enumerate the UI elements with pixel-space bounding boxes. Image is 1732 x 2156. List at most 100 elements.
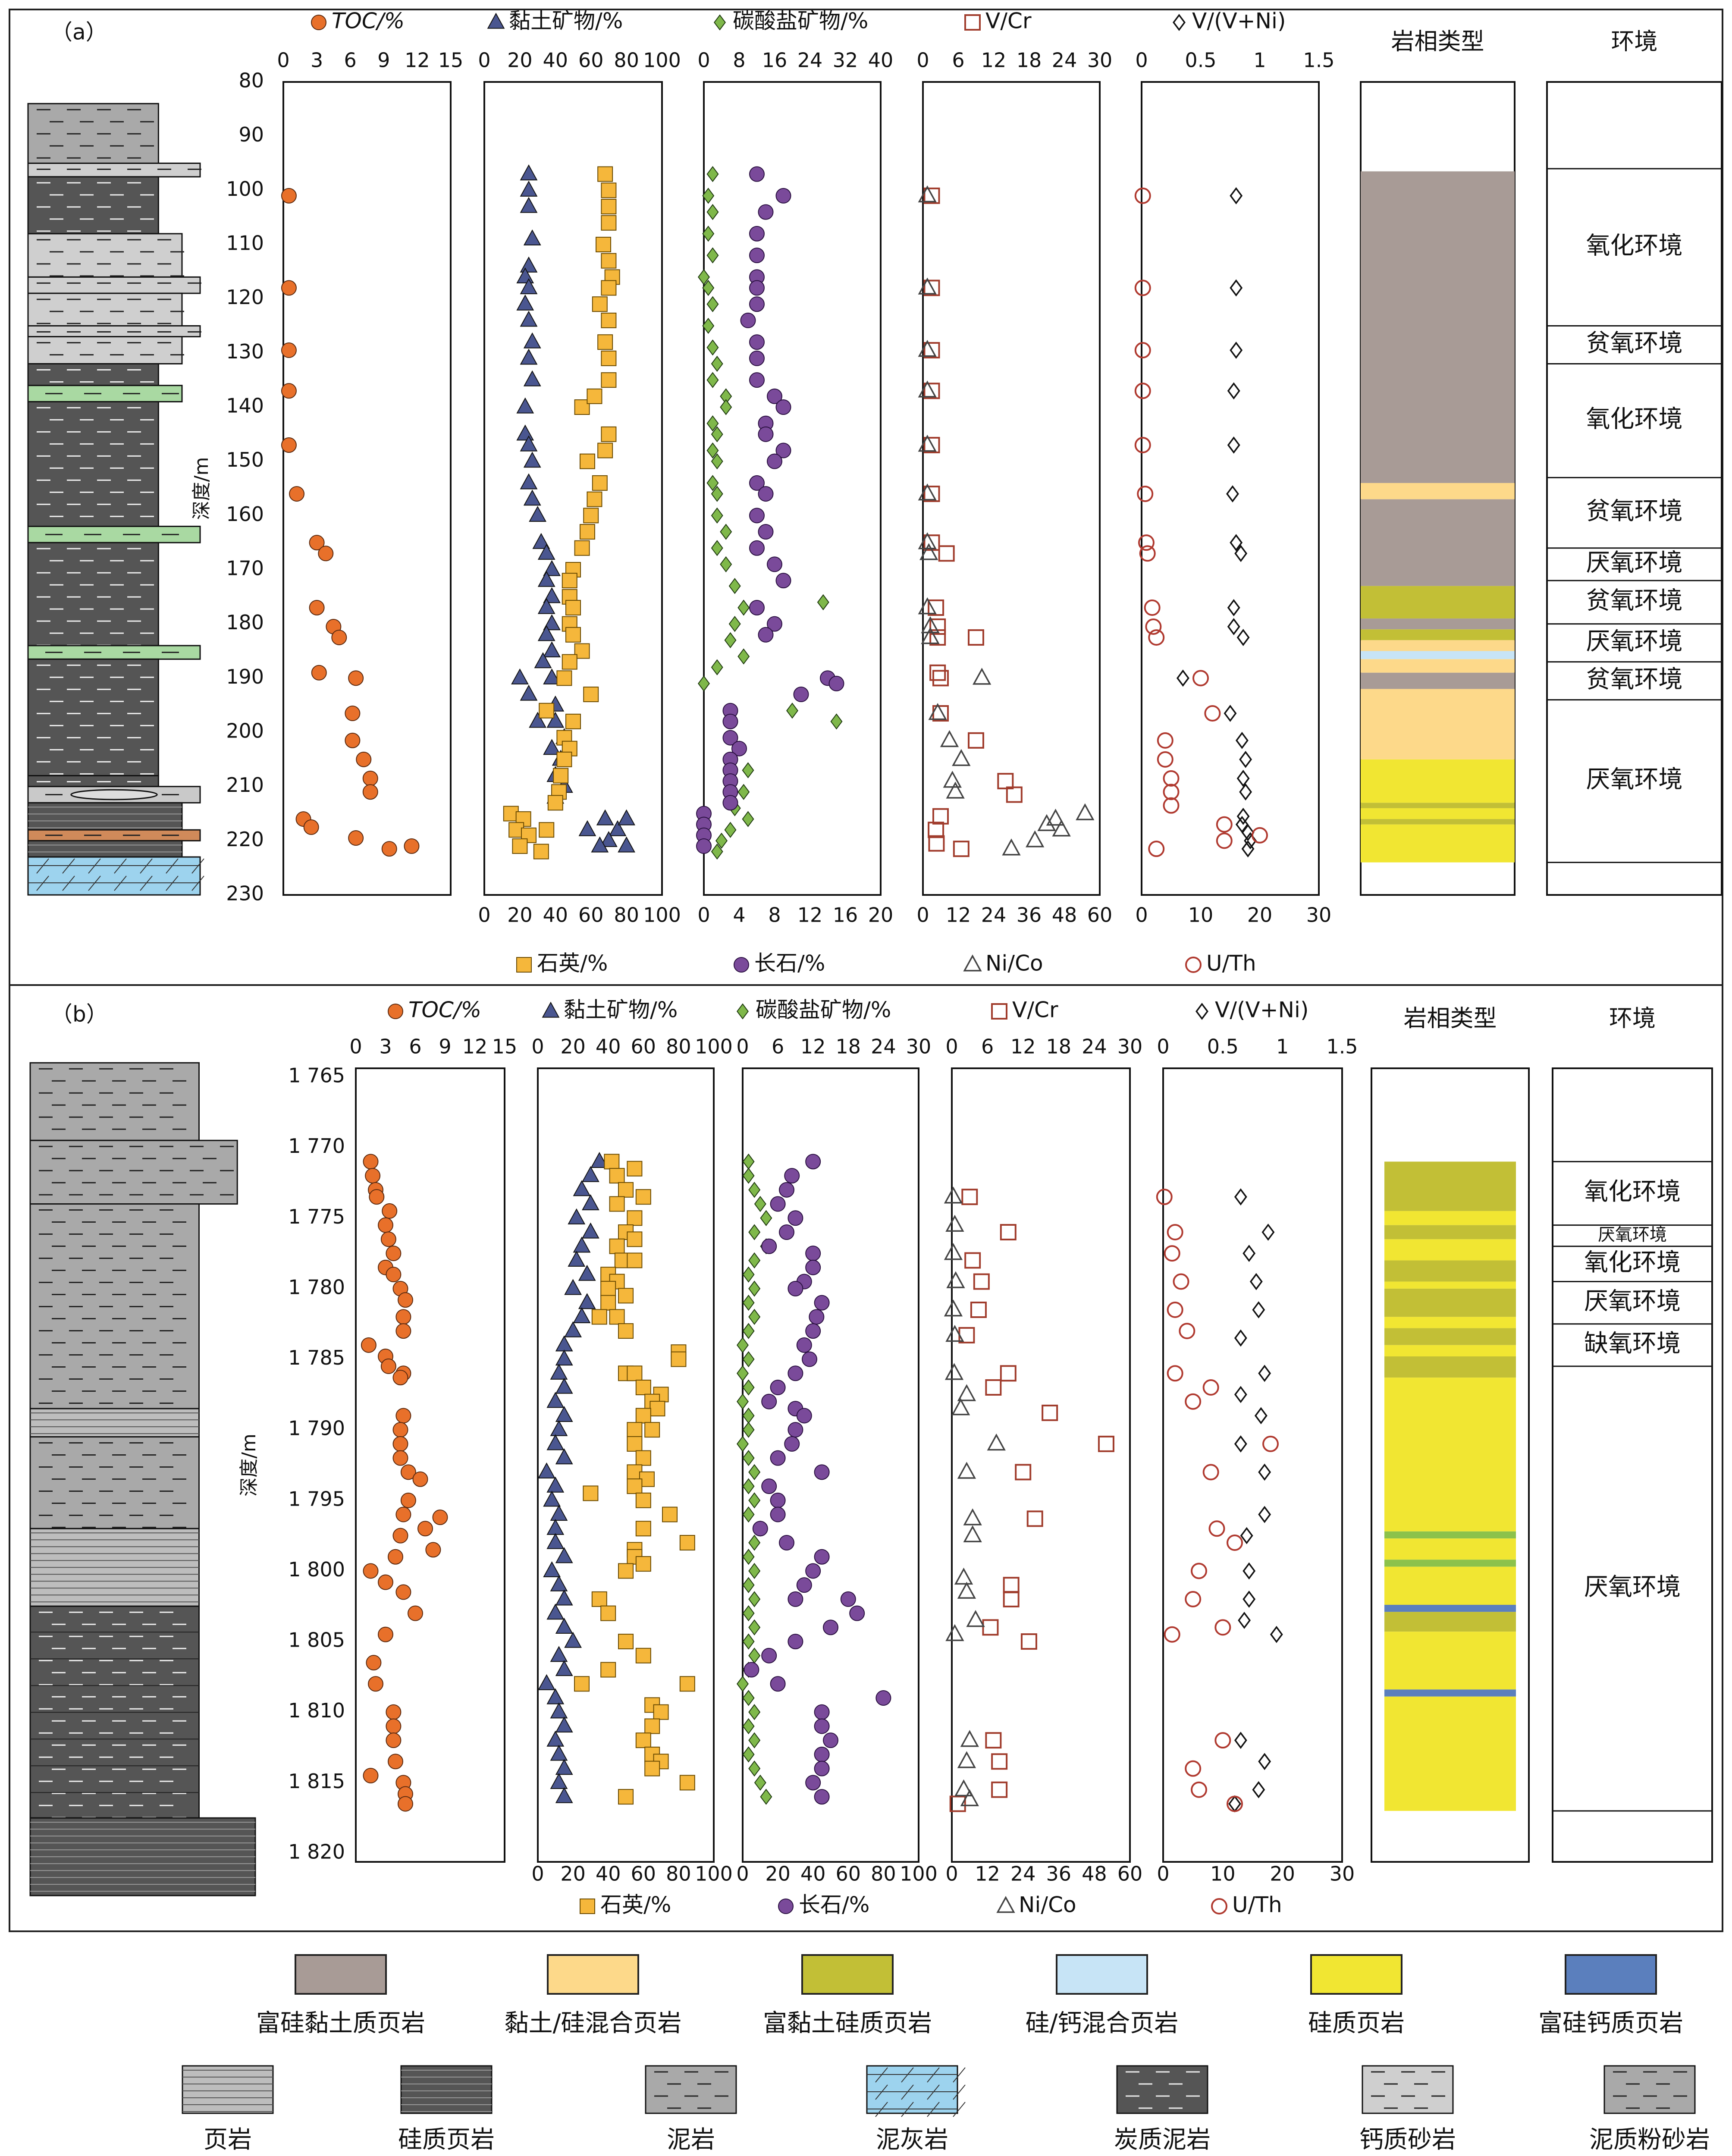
point-vvni — [1230, 342, 1243, 359]
litho-carb_mud — [27, 176, 159, 235]
point-vcr — [928, 822, 944, 838]
point-nico — [918, 185, 937, 203]
point-carb — [728, 578, 741, 594]
top-title: 黏土矿物/% — [542, 998, 678, 1023]
litho-pattern — [37, 298, 184, 324]
point-feld — [761, 1648, 777, 1663]
point-uth — [1134, 279, 1151, 296]
lithofacies-band — [1384, 1689, 1516, 1697]
legend-label: 泥灰岩 — [876, 2126, 948, 2154]
depth-tick-label: 200 — [226, 719, 264, 743]
point-carb — [748, 1704, 761, 1720]
point-quartz — [600, 1295, 616, 1311]
litho-calc_sand — [27, 276, 201, 294]
point-vvni — [1238, 1612, 1251, 1629]
legend-lithology-shale: 页岩 — [182, 2065, 274, 2154]
lithofacies-band — [1361, 689, 1515, 759]
depth-tick-label: 180 — [226, 611, 264, 634]
litho-silty_mud — [1603, 2065, 1696, 2114]
point-feld — [823, 1619, 838, 1635]
point-vvni — [1224, 705, 1237, 722]
point-toc — [363, 1768, 379, 1783]
point-carb — [742, 1746, 755, 1763]
point-quartz — [635, 1732, 651, 1748]
point-toc — [366, 1655, 382, 1671]
bottom-tick-label: 60 — [1117, 1862, 1143, 1886]
point-feld — [805, 1154, 821, 1170]
point-feld — [767, 616, 782, 632]
top-tick-label: 24 — [1052, 49, 1077, 72]
point-uth — [1227, 1535, 1243, 1551]
point-clay — [543, 587, 561, 603]
point-uth — [1148, 629, 1165, 646]
point-uth — [1163, 770, 1180, 787]
litho-slash — [88, 858, 101, 874]
axis-title-quartz: 石英/% — [537, 951, 608, 976]
axis-title-uth: U/Th — [1232, 1892, 1282, 1917]
point-feld — [796, 1337, 812, 1353]
point-quartz — [597, 166, 613, 182]
point-carb — [748, 1224, 761, 1240]
litho-pattern — [654, 2071, 728, 2109]
point-clay — [543, 739, 561, 755]
point-vcr — [973, 1273, 990, 1290]
lithofacies-band — [1384, 1378, 1516, 1531]
lithofacies-column: 岩相类型 — [1371, 1005, 1530, 1863]
point-toc — [386, 1267, 402, 1283]
point-quartz — [609, 1196, 625, 1212]
environment-zone-label: 厌氧环境 — [1586, 628, 1683, 656]
point-clay — [578, 1265, 596, 1281]
point-quartz — [583, 1485, 599, 1501]
top-tick-label: 1.5 — [1303, 49, 1334, 72]
point-uth — [1134, 342, 1151, 359]
point-quartz — [601, 280, 617, 296]
axis-title-clay: 黏土矿物/% — [564, 998, 678, 1023]
point-quartz — [556, 751, 572, 767]
point-clay — [520, 197, 538, 213]
legend-marker — [737, 1003, 749, 1020]
point-vcr — [991, 1781, 1008, 1798]
point-carb — [742, 1549, 755, 1565]
point-uth — [1185, 1591, 1202, 1607]
top-tick-label: 0 — [916, 49, 929, 72]
point-carb — [748, 1619, 761, 1636]
litho-pattern — [867, 2067, 966, 2117]
point-vcr — [929, 664, 946, 681]
litho-pattern — [37, 407, 154, 517]
point-clay — [520, 435, 538, 452]
lithofacies-band — [1384, 1225, 1516, 1240]
point-vvni — [1240, 1527, 1253, 1544]
axis-title-clay: 黏土矿物/% — [509, 9, 623, 34]
point-clay — [546, 1476, 565, 1493]
point-toc — [404, 838, 420, 854]
point-clay — [543, 1491, 561, 1507]
point-quartz — [627, 1231, 643, 1247]
point-carb — [711, 355, 723, 372]
point-uth — [1137, 486, 1154, 502]
top-tick-label: 15 — [492, 1035, 518, 1058]
legend-label: 富黏土硅质页岩 — [763, 2009, 932, 2037]
point-clay — [543, 614, 561, 631]
point-vvni — [1230, 279, 1243, 297]
point-carb — [737, 1337, 749, 1353]
panel-b-frame — [9, 984, 1723, 1932]
point-carb — [724, 822, 737, 838]
point-carb — [748, 1760, 761, 1777]
point-feld — [849, 1605, 865, 1621]
top-tick-label: 12 — [800, 1035, 826, 1058]
point-feld — [761, 1238, 777, 1254]
lithofacies-band — [1384, 1345, 1516, 1356]
litho-pattern — [28, 858, 204, 891]
litho-pattern — [37, 664, 154, 775]
point-clay — [546, 1730, 565, 1747]
point-carb — [742, 1718, 755, 1735]
point-toc — [395, 1506, 411, 1522]
point-clay — [543, 641, 561, 658]
point-carb — [742, 1450, 755, 1466]
lithofacies-band — [1384, 1161, 1516, 1211]
point-vvni — [1236, 629, 1250, 646]
point-carb — [742, 762, 754, 778]
top-tick-label: 100 — [695, 1035, 733, 1058]
point-carb — [720, 399, 732, 415]
